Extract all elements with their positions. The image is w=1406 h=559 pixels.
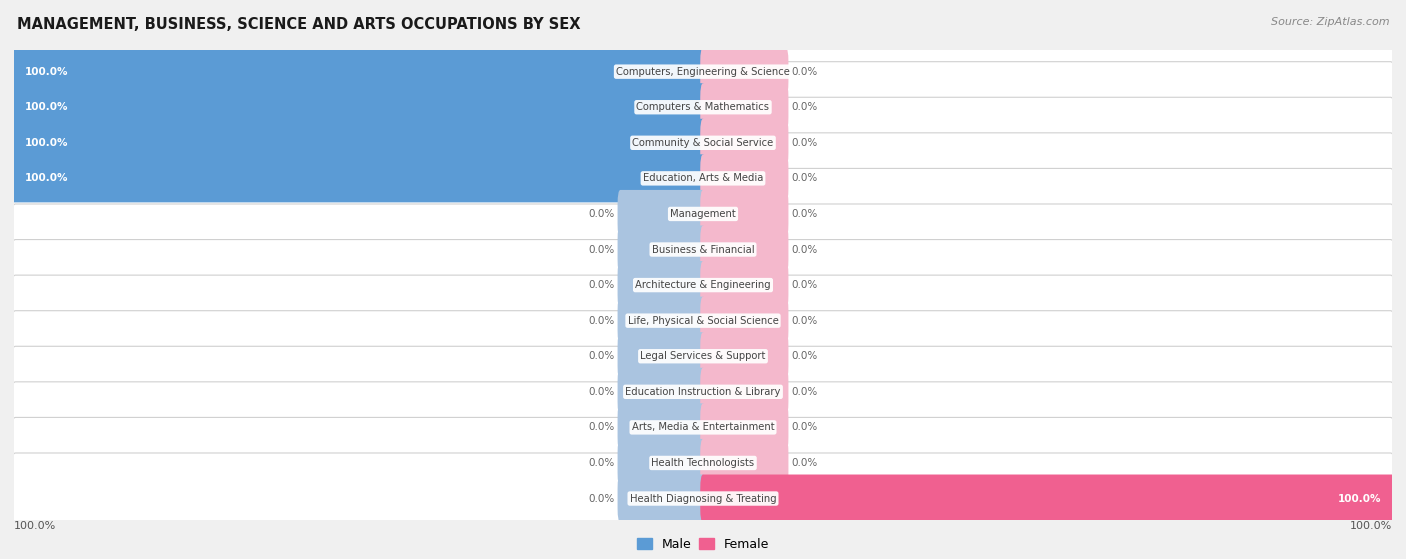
Text: 0.0%: 0.0%: [792, 67, 817, 77]
Text: 100.0%: 100.0%: [14, 520, 56, 530]
FancyBboxPatch shape: [700, 475, 1395, 523]
Text: 0.0%: 0.0%: [589, 209, 614, 219]
Text: 0.0%: 0.0%: [792, 209, 817, 219]
FancyBboxPatch shape: [10, 97, 1396, 188]
FancyBboxPatch shape: [700, 439, 789, 487]
Text: 100.0%: 100.0%: [24, 173, 67, 183]
Text: Life, Physical & Social Science: Life, Physical & Social Science: [627, 316, 779, 326]
Text: Education, Arts & Media: Education, Arts & Media: [643, 173, 763, 183]
Text: 0.0%: 0.0%: [589, 316, 614, 326]
FancyBboxPatch shape: [10, 240, 1396, 330]
Text: Community & Social Service: Community & Social Service: [633, 138, 773, 148]
Text: 0.0%: 0.0%: [589, 458, 614, 468]
Text: 100.0%: 100.0%: [24, 138, 67, 148]
Text: Architecture & Engineering: Architecture & Engineering: [636, 280, 770, 290]
Text: 100.0%: 100.0%: [1339, 494, 1382, 504]
Text: Health Technologists: Health Technologists: [651, 458, 755, 468]
FancyBboxPatch shape: [11, 154, 706, 202]
FancyBboxPatch shape: [10, 346, 1396, 437]
FancyBboxPatch shape: [10, 61, 1396, 153]
FancyBboxPatch shape: [10, 418, 1396, 509]
FancyBboxPatch shape: [700, 83, 789, 131]
FancyBboxPatch shape: [700, 404, 789, 452]
Text: 0.0%: 0.0%: [589, 494, 614, 504]
FancyBboxPatch shape: [700, 154, 789, 202]
Text: 0.0%: 0.0%: [589, 387, 614, 397]
FancyBboxPatch shape: [617, 368, 706, 416]
Text: 0.0%: 0.0%: [792, 244, 817, 254]
Text: 100.0%: 100.0%: [1350, 520, 1392, 530]
Text: 100.0%: 100.0%: [24, 102, 67, 112]
Legend: Male, Female: Male, Female: [631, 533, 775, 556]
Text: Computers, Engineering & Science: Computers, Engineering & Science: [616, 67, 790, 77]
Text: 0.0%: 0.0%: [589, 280, 614, 290]
FancyBboxPatch shape: [700, 119, 789, 167]
FancyBboxPatch shape: [10, 311, 1396, 402]
FancyBboxPatch shape: [617, 404, 706, 452]
Text: 0.0%: 0.0%: [792, 173, 817, 183]
FancyBboxPatch shape: [10, 133, 1396, 224]
FancyBboxPatch shape: [11, 48, 706, 96]
Text: Management: Management: [671, 209, 735, 219]
Text: 0.0%: 0.0%: [792, 316, 817, 326]
Text: 0.0%: 0.0%: [792, 387, 817, 397]
FancyBboxPatch shape: [10, 26, 1396, 117]
FancyBboxPatch shape: [11, 119, 706, 167]
Text: Source: ZipAtlas.com: Source: ZipAtlas.com: [1271, 17, 1389, 27]
FancyBboxPatch shape: [11, 83, 706, 131]
Text: 0.0%: 0.0%: [589, 244, 614, 254]
Text: 0.0%: 0.0%: [589, 423, 614, 432]
Text: 0.0%: 0.0%: [792, 280, 817, 290]
Text: MANAGEMENT, BUSINESS, SCIENCE AND ARTS OCCUPATIONS BY SEX: MANAGEMENT, BUSINESS, SCIENCE AND ARTS O…: [17, 17, 581, 32]
FancyBboxPatch shape: [700, 190, 789, 238]
Text: 100.0%: 100.0%: [24, 67, 67, 77]
FancyBboxPatch shape: [617, 475, 706, 523]
Text: Business & Financial: Business & Financial: [652, 244, 754, 254]
Text: Legal Services & Support: Legal Services & Support: [640, 351, 766, 361]
Text: 0.0%: 0.0%: [792, 102, 817, 112]
FancyBboxPatch shape: [700, 332, 789, 380]
Text: 0.0%: 0.0%: [792, 138, 817, 148]
Text: Computers & Mathematics: Computers & Mathematics: [637, 102, 769, 112]
Text: 0.0%: 0.0%: [792, 458, 817, 468]
FancyBboxPatch shape: [617, 225, 706, 273]
FancyBboxPatch shape: [617, 439, 706, 487]
FancyBboxPatch shape: [700, 48, 789, 96]
Text: Arts, Media & Entertainment: Arts, Media & Entertainment: [631, 423, 775, 432]
FancyBboxPatch shape: [10, 275, 1396, 366]
FancyBboxPatch shape: [617, 261, 706, 309]
FancyBboxPatch shape: [10, 168, 1396, 259]
Text: 0.0%: 0.0%: [589, 351, 614, 361]
FancyBboxPatch shape: [10, 204, 1396, 295]
FancyBboxPatch shape: [10, 382, 1396, 473]
FancyBboxPatch shape: [700, 261, 789, 309]
FancyBboxPatch shape: [700, 225, 789, 273]
FancyBboxPatch shape: [10, 453, 1396, 544]
FancyBboxPatch shape: [700, 297, 789, 345]
FancyBboxPatch shape: [617, 190, 706, 238]
Text: Health Diagnosing & Treating: Health Diagnosing & Treating: [630, 494, 776, 504]
Text: 0.0%: 0.0%: [792, 351, 817, 361]
FancyBboxPatch shape: [617, 332, 706, 380]
FancyBboxPatch shape: [617, 297, 706, 345]
FancyBboxPatch shape: [700, 368, 789, 416]
Text: 0.0%: 0.0%: [792, 423, 817, 432]
Text: Education Instruction & Library: Education Instruction & Library: [626, 387, 780, 397]
